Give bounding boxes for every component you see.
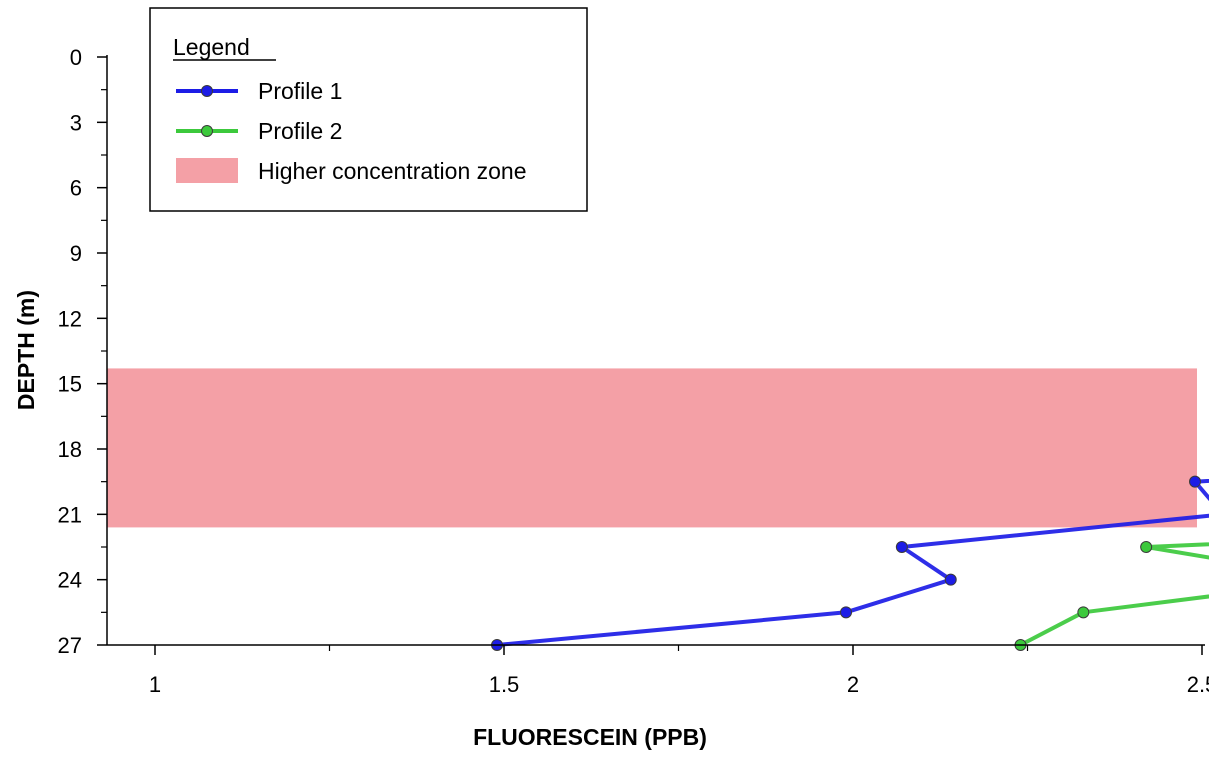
y-tick-label: 9: [70, 241, 82, 266]
legend-label-profile-2: Profile 2: [258, 118, 342, 144]
legend-marker-profile-1: [201, 85, 213, 97]
series-line-profile-1: [495, 478, 1209, 647]
zone-layer: [107, 368, 1197, 528]
data-point-profile-1-15: [895, 541, 908, 553]
y-tick-label: 0: [70, 45, 82, 70]
x-tick-label: 2.5: [1187, 672, 1209, 697]
y-tick-label: 3: [70, 110, 82, 135]
data-point-profile-1-13: [1189, 475, 1202, 488]
y-tick-label: 6: [70, 176, 82, 201]
data-point-profile-2-17: [1077, 606, 1090, 619]
y-axis-title: DEPTH (m): [13, 290, 39, 410]
higher-concentration-zone: [107, 368, 1197, 528]
x-tick-label: 1.5: [489, 672, 520, 697]
series-line-profile-2: [1018, 542, 1209, 647]
legend-swatch-zone: [176, 158, 238, 183]
y-tick-label: 27: [58, 633, 82, 658]
y-tick-label: 24: [58, 568, 82, 593]
y-tick-label: 15: [58, 372, 82, 397]
legend-label-profile-1: Profile 1: [258, 78, 342, 104]
x-axis-title: FLUORESCEIN (PPB): [473, 724, 707, 750]
legend-marker-profile-2: [201, 125, 213, 137]
legend-title: Legend: [173, 34, 250, 60]
x-tick-label: 2: [847, 672, 859, 697]
x-tick-label: 1: [149, 672, 161, 697]
series-layer: [491, 475, 1209, 651]
y-tick-label: 21: [58, 502, 82, 527]
legend-box: [149, 7, 588, 212]
data-point-profile-1-16: [944, 573, 957, 586]
legend: Legend Profile 1 Profile 2 Higher concentra…: [149, 7, 588, 212]
data-point-profile-1-17: [840, 606, 853, 619]
legend-label-zone: Higher concentration zone: [258, 158, 527, 184]
y-tick-label: 12: [58, 306, 82, 331]
y-tick-label: 18: [58, 437, 82, 462]
data-point-profile-2-15: [1140, 541, 1153, 553]
